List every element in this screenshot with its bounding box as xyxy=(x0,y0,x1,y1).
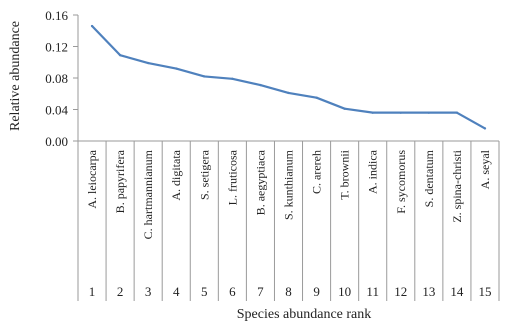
data-point xyxy=(231,77,234,80)
category-label: A. leiocarpa xyxy=(85,149,99,208)
rank-number: 5 xyxy=(201,284,208,299)
rank-number: 11 xyxy=(366,284,379,299)
category-label: B. papyrifera xyxy=(113,149,127,213)
rank-number: 1 xyxy=(89,284,96,299)
data-point xyxy=(343,107,346,110)
rank-number: 4 xyxy=(173,284,180,299)
category-label: S. dentatum xyxy=(422,149,436,207)
series-line xyxy=(91,25,486,130)
data-point xyxy=(90,24,94,28)
y-tick-label: 0.16 xyxy=(45,8,68,23)
data-point xyxy=(483,127,487,130)
rank-number: 10 xyxy=(338,284,351,299)
y-axis-title: Relative abundance xyxy=(8,21,23,131)
category-label: T. brownii xyxy=(338,149,352,199)
rank-number: 15 xyxy=(478,284,491,299)
y-tick-label: 0.00 xyxy=(45,134,68,149)
rank-number: 8 xyxy=(285,284,292,299)
y-axis-ticks: 0.00 0.04 0.08 0.12 0.16 xyxy=(45,8,78,149)
rank-number: 6 xyxy=(229,284,236,299)
data-point xyxy=(146,61,150,65)
category-label: C. hartmannianum xyxy=(141,149,155,239)
rank-number: 9 xyxy=(313,284,320,299)
category-label: S. kunthianum xyxy=(282,149,296,220)
rank-number: 2 xyxy=(117,284,124,299)
data-point xyxy=(118,53,122,57)
rank-number: 3 xyxy=(145,284,152,299)
rank-number: 14 xyxy=(450,284,464,299)
x-axis-categories: A. leiocarpa 1 B. papyrifera 2 C. hartmannia… xyxy=(77,141,500,301)
data-point xyxy=(203,75,206,78)
y-tick-label: 0.04 xyxy=(45,103,68,118)
category-label: A. digitata xyxy=(169,149,183,200)
rank-number: 13 xyxy=(422,284,435,299)
data-point xyxy=(427,111,431,114)
data-point xyxy=(399,111,402,114)
category-label: C. arereh xyxy=(310,150,324,194)
rank-number: 12 xyxy=(394,284,407,299)
category-label: Z. spina-christi xyxy=(450,149,464,222)
data-point xyxy=(455,111,459,114)
category-label: A. indica xyxy=(366,149,380,194)
data-point xyxy=(287,91,290,95)
y-tick-label: 0.08 xyxy=(45,71,68,86)
data-point xyxy=(371,111,374,114)
data-point xyxy=(259,83,262,87)
data-point xyxy=(315,96,318,99)
y-tick-label: 0.12 xyxy=(45,40,68,55)
category-label: F. sycomorus xyxy=(394,150,408,214)
x-axis-title: Species abundance rank xyxy=(237,307,372,322)
category-label: L. fruticosa xyxy=(225,149,239,205)
series xyxy=(90,24,487,130)
category-label: B. aegyptiaca xyxy=(253,149,267,215)
rank-number: 7 xyxy=(257,284,264,299)
category-label: A. seyal xyxy=(478,149,492,189)
data-point xyxy=(175,67,178,70)
category-label: S. setigera xyxy=(197,149,211,200)
